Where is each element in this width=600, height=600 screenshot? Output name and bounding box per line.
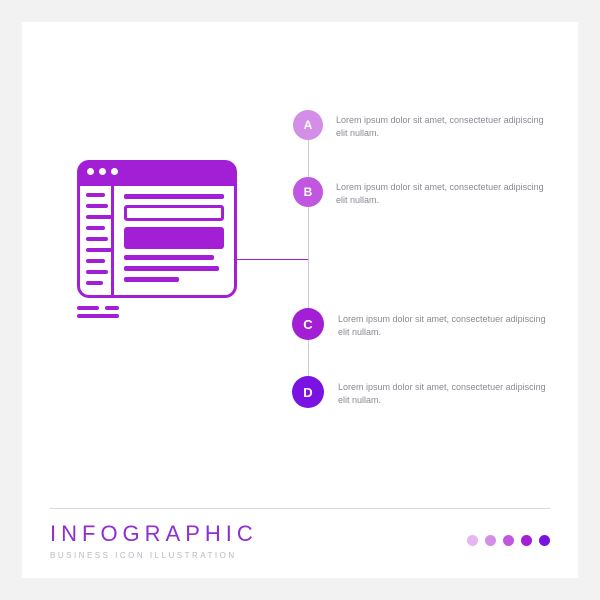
footer-dot-4 (539, 535, 550, 546)
bullet-letter: A (304, 118, 313, 132)
footer-dots (467, 535, 550, 546)
item-body-text: Lorem ipsum dolor sit amet, consectetuer… (338, 382, 546, 405)
connector-hero-to-list (237, 259, 308, 260)
bullet-c: C (292, 308, 324, 340)
item-text-b: Lorem ipsum dolor sit amet, consectetuer… (336, 181, 546, 207)
infographic-canvas: A Lorem ipsum dolor sit amet, consectetue… (22, 22, 578, 578)
item-text-d: Lorem ipsum dolor sit amet, consectetuer… (338, 381, 548, 407)
footer: INFOGRAPHIC BUSINESS ICON ILLUSTRATION (22, 494, 578, 578)
footer-dot-3 (521, 535, 532, 546)
bullet-letter: B (304, 185, 313, 199)
footer-dot-1 (485, 535, 496, 546)
footer-dot-2 (503, 535, 514, 546)
bullet-d: D (292, 376, 324, 408)
browser-window-icon (77, 160, 237, 298)
item-text-a: Lorem ipsum dolor sit amet, consectetuer… (336, 114, 546, 140)
footer-title: INFOGRAPHIC (50, 521, 258, 547)
item-body-text: Lorem ipsum dolor sit amet, consectetuer… (336, 182, 544, 205)
footer-dot-0 (467, 535, 478, 546)
bullet-b: B (293, 177, 323, 207)
footer-subtitle: BUSINESS ICON ILLUSTRATION (50, 551, 258, 560)
item-text-c: Lorem ipsum dolor sit amet, consectetuer… (338, 313, 548, 339)
item-body-text: Lorem ipsum dolor sit amet, consectetuer… (336, 115, 544, 138)
bullet-a: A (293, 110, 323, 140)
bullet-letter: C (303, 317, 312, 332)
bullet-letter: D (303, 385, 312, 400)
item-body-text: Lorem ipsum dolor sit amet, consectetuer… (338, 314, 546, 337)
